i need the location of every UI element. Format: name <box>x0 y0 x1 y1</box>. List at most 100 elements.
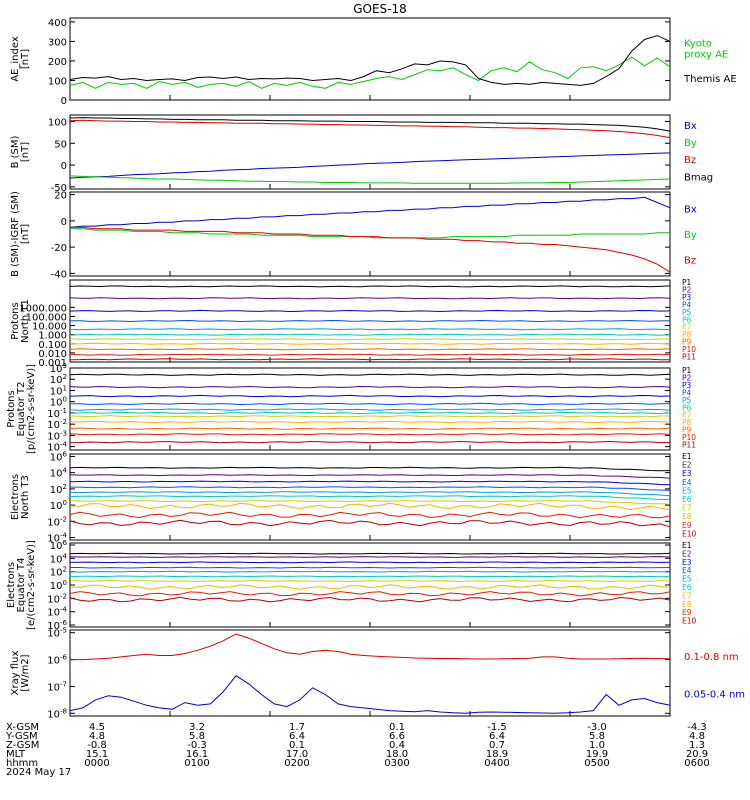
legend-label: E2 <box>682 461 692 470</box>
y-tick-label: 1000.000 <box>19 303 67 314</box>
y-axis-label: Equator T2 <box>16 382 27 437</box>
series-line <box>69 373 671 376</box>
panel-frame <box>69 542 671 628</box>
y-tick-label: 50 <box>54 139 67 150</box>
legend-label: P7 <box>682 411 692 420</box>
series-line <box>69 675 671 714</box>
footer-value: 0100 <box>184 758 209 769</box>
series-line <box>69 491 671 497</box>
series-line <box>69 561 671 564</box>
y-tick-label: 0 <box>61 96 67 107</box>
legend-label: E10 <box>682 617 697 626</box>
series-line <box>69 152 671 179</box>
y-tick-label: 0 <box>61 217 67 228</box>
series-line <box>69 420 671 424</box>
legend-label: E1 <box>682 452 692 461</box>
legend-label: Bmag <box>684 172 713 183</box>
y-axis-label: Protons <box>10 302 21 339</box>
series-line <box>69 591 671 597</box>
series-line <box>69 328 671 331</box>
legend-label: E6 <box>682 495 692 504</box>
y-tick-label: 102 <box>50 483 67 496</box>
series-line <box>69 575 671 578</box>
y-tick-label: 100.000 <box>26 312 67 323</box>
y-axis-label: [nT] <box>20 142 31 162</box>
footer-value: 5.8 <box>589 731 605 742</box>
series-line <box>69 570 671 573</box>
series-line <box>69 285 671 288</box>
legend-label: P2 <box>682 285 692 294</box>
panel-frame <box>69 629 671 717</box>
y-tick-label: 10-6 <box>47 654 67 667</box>
legend-label: P7 <box>682 323 692 332</box>
series-line <box>69 500 671 505</box>
legend-label: P3 <box>682 381 692 390</box>
legend-label: P4 <box>682 388 692 397</box>
legend-label: E5 <box>682 486 692 495</box>
y-axis-label: [nT] <box>20 224 31 244</box>
y-axis-label: [e/(cm2-s-sr-keV)] <box>26 540 37 630</box>
legend-label: Bx <box>684 204 697 215</box>
y-axis-label: AE_index <box>10 36 21 82</box>
series-line <box>69 196 671 228</box>
series-line <box>69 495 671 501</box>
legend-label: E3 <box>682 558 692 567</box>
y-tick-label: 0 <box>61 161 67 172</box>
y-tick-label: -20 <box>51 243 67 254</box>
y-axis-label: Electrons <box>10 474 21 520</box>
y-tick-label: 200 <box>48 57 67 68</box>
y-tick-label: 1.000 <box>38 331 67 342</box>
y-tick-label: -40 <box>51 269 67 280</box>
y-tick-label: 106 <box>50 450 68 463</box>
series-line <box>69 348 671 351</box>
series-line <box>69 297 671 300</box>
footer-value: 0.4 <box>389 740 405 751</box>
series-line <box>69 474 671 479</box>
legend-label: P5 <box>682 396 692 405</box>
y-axis-label: B (SM) <box>10 135 21 168</box>
y-tick-label: 106 <box>50 539 68 552</box>
legend-label: E8 <box>682 512 692 521</box>
footer-value: 16.1 <box>186 749 208 760</box>
footer-value: 4.5 <box>89 722 105 733</box>
y-tick-label: 100 <box>50 499 67 512</box>
legend-label: E7 <box>682 504 692 513</box>
y-tick-label: -50 <box>51 183 67 194</box>
footer-value: 0200 <box>284 758 309 769</box>
legend-label: P11 <box>682 353 696 362</box>
y-tick-label: 100 <box>48 118 67 129</box>
y-tick-label: 10-2 <box>47 515 67 528</box>
footer-value: 1.7 <box>289 722 305 733</box>
legend-label: Themis AE <box>683 74 737 85</box>
y-tick-label: 10-8 <box>47 707 67 720</box>
y-axis-label: [W/m2] <box>20 654 31 691</box>
series-line <box>69 415 670 418</box>
legend-label: P4 <box>682 300 692 309</box>
legend-label: E7 <box>682 591 692 600</box>
series-line <box>69 338 670 341</box>
footer-value: 0400 <box>484 758 509 769</box>
series-line <box>69 511 671 519</box>
series-line <box>69 333 671 336</box>
panel-frame <box>69 114 671 190</box>
y-tick-label: 100 <box>50 579 67 592</box>
series-line <box>70 633 671 661</box>
series-line <box>69 35 671 86</box>
legend-label: E6 <box>682 583 692 592</box>
footer-value: 0500 <box>584 758 609 769</box>
footer-value: 0.1 <box>289 740 305 751</box>
legend-label: P2 <box>682 373 692 382</box>
footer-row-label: X-GSM <box>6 722 39 733</box>
legend-label: E2 <box>682 549 692 558</box>
footer-value: 1.0 <box>589 740 605 751</box>
legend-label: E4 <box>682 566 692 575</box>
series-line <box>69 408 671 411</box>
series-line <box>69 433 671 436</box>
y-tick-label: 102 <box>50 566 67 579</box>
footer-value: -4.3 <box>687 722 707 733</box>
series-line <box>69 394 671 398</box>
legend-label: P3 <box>682 293 692 302</box>
